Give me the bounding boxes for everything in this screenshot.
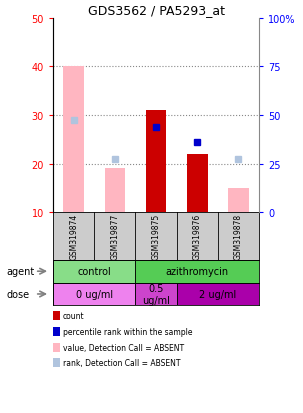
Bar <box>53 283 135 306</box>
Text: 0.5
ug/ml: 0.5 ug/ml <box>142 283 170 305</box>
Bar <box>53 327 60 336</box>
Bar <box>177 283 259 306</box>
Text: dose: dose <box>6 289 29 299</box>
Bar <box>135 260 259 283</box>
Bar <box>53 260 135 283</box>
Text: count: count <box>63 311 84 320</box>
Bar <box>53 343 60 352</box>
Bar <box>228 188 249 213</box>
Text: control: control <box>77 266 111 277</box>
Text: agent: agent <box>6 266 34 277</box>
Bar <box>53 358 60 368</box>
Text: GSM319876: GSM319876 <box>193 214 202 259</box>
Bar <box>63 67 84 213</box>
Bar <box>53 311 60 320</box>
Bar <box>187 154 208 213</box>
Bar <box>105 169 125 213</box>
Text: GSM319877: GSM319877 <box>110 214 119 259</box>
Text: GSM319874: GSM319874 <box>69 214 78 259</box>
Text: percentile rank within the sample: percentile rank within the sample <box>63 327 192 336</box>
Bar <box>146 111 166 213</box>
Text: rank, Detection Call = ABSENT: rank, Detection Call = ABSENT <box>63 358 180 368</box>
Text: 2 ug/ml: 2 ug/ml <box>199 289 236 299</box>
Text: azithromycin: azithromycin <box>166 266 229 277</box>
Text: value, Detection Call = ABSENT: value, Detection Call = ABSENT <box>63 343 184 352</box>
Title: GDS3562 / PA5293_at: GDS3562 / PA5293_at <box>88 5 225 17</box>
Text: 0 ug/ml: 0 ug/ml <box>76 289 113 299</box>
Bar <box>135 283 177 306</box>
Text: GSM319878: GSM319878 <box>234 214 243 259</box>
Text: GSM319875: GSM319875 <box>152 214 161 259</box>
